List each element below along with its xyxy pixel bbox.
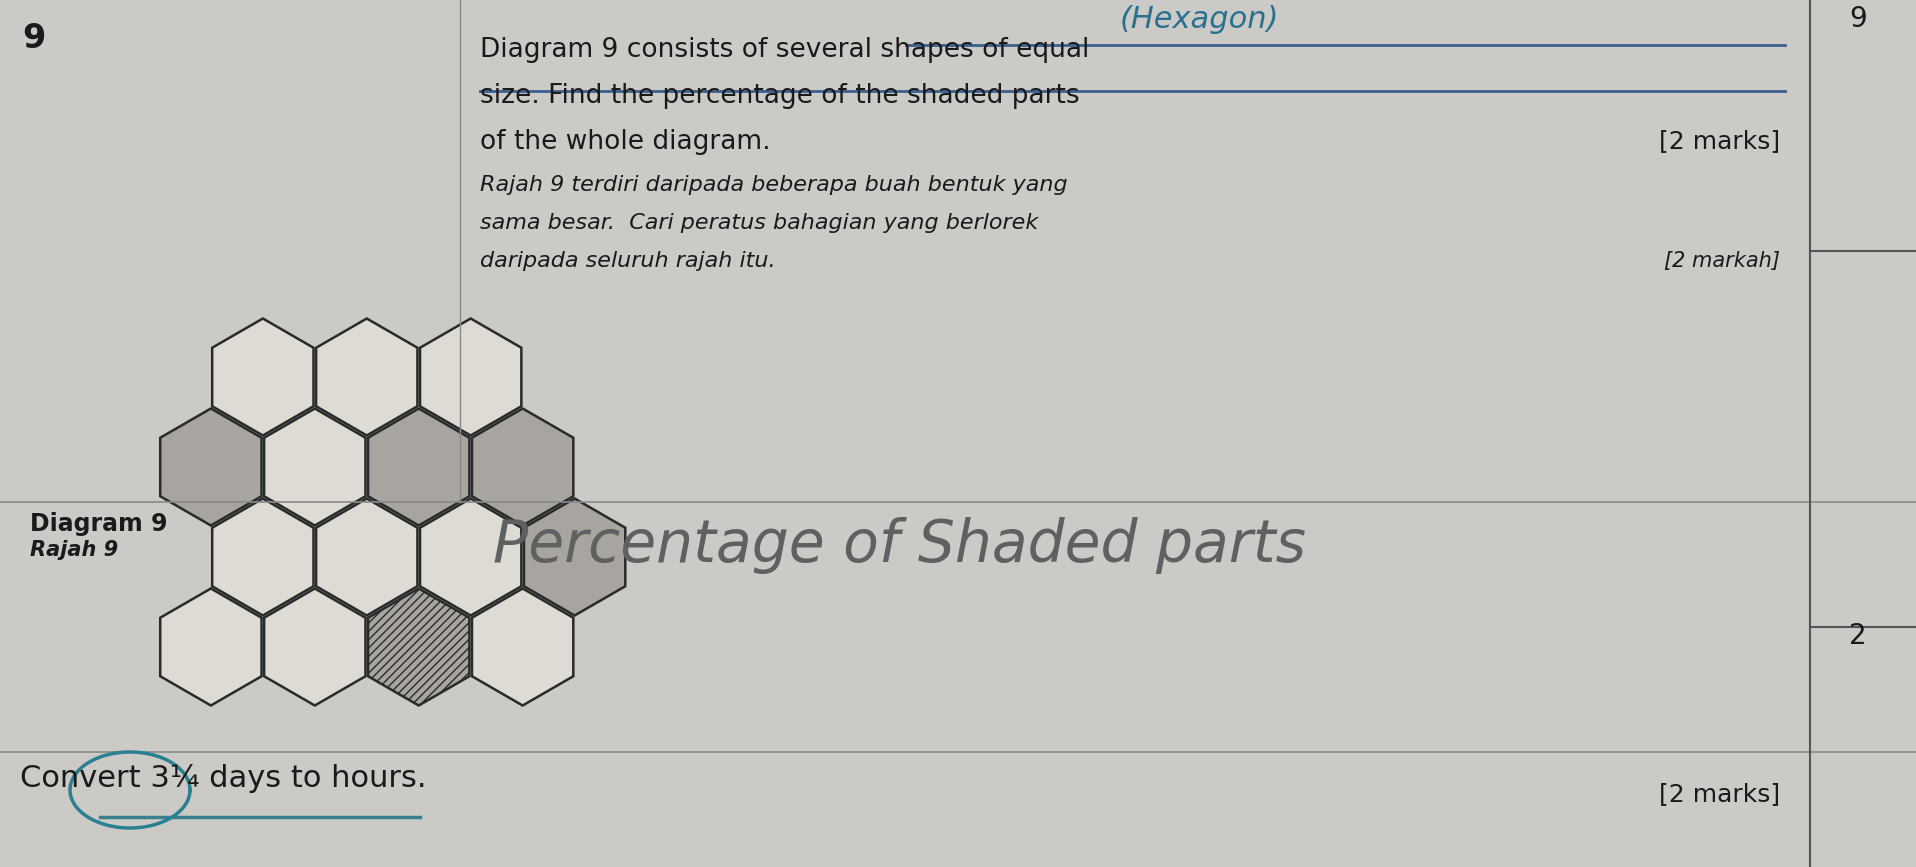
Text: sama besar.  Cari peratus bahagian yang berlorek: sama besar. Cari peratus bahagian yang b… xyxy=(481,213,1038,233)
Text: 9: 9 xyxy=(1849,5,1866,33)
Text: of the whole diagram.: of the whole diagram. xyxy=(481,129,770,155)
Text: daripada seluruh rajah itu.: daripada seluruh rajah itu. xyxy=(481,251,776,271)
Polygon shape xyxy=(420,499,521,616)
Text: 9: 9 xyxy=(21,22,46,55)
Polygon shape xyxy=(316,318,418,435)
Text: [2 marks]: [2 marks] xyxy=(1659,782,1780,806)
Polygon shape xyxy=(316,499,418,616)
Polygon shape xyxy=(264,408,366,525)
Polygon shape xyxy=(471,589,573,706)
Polygon shape xyxy=(523,499,625,616)
Text: [2 marks]: [2 marks] xyxy=(1659,129,1780,153)
Text: [2 markah]: [2 markah] xyxy=(1663,251,1780,271)
Text: Diagram 9 consists of several shapes of equal: Diagram 9 consists of several shapes of … xyxy=(481,37,1090,63)
Text: Rajah 9 terdiri daripada beberapa buah bentuk yang: Rajah 9 terdiri daripada beberapa buah b… xyxy=(481,175,1067,195)
Text: size. Find the percentage of the shaded parts: size. Find the percentage of the shaded … xyxy=(481,83,1079,109)
Polygon shape xyxy=(471,408,573,525)
Text: Diagram 9: Diagram 9 xyxy=(31,512,167,536)
Polygon shape xyxy=(368,408,469,525)
Polygon shape xyxy=(213,499,314,616)
Text: Rajah 9: Rajah 9 xyxy=(31,540,119,560)
Polygon shape xyxy=(420,318,521,435)
Polygon shape xyxy=(264,589,366,706)
Polygon shape xyxy=(161,589,262,706)
Polygon shape xyxy=(161,408,262,525)
Text: 2: 2 xyxy=(1849,622,1866,650)
Text: Convert 3¼ days to hours.: Convert 3¼ days to hours. xyxy=(19,764,427,793)
Polygon shape xyxy=(213,318,314,435)
Text: (Hexagon): (Hexagon) xyxy=(1121,5,1280,34)
Text: Percentage of Shaded parts: Percentage of Shaded parts xyxy=(494,517,1307,574)
Polygon shape xyxy=(368,589,469,706)
